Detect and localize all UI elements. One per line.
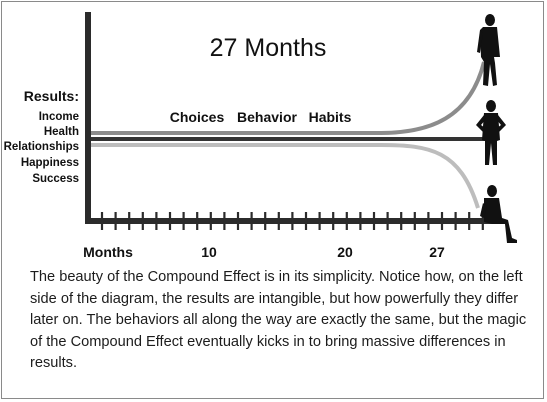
axis-label-27: 27 (429, 244, 445, 260)
axis-label-10: 10 (201, 244, 217, 260)
results-item-happiness: Happiness (21, 157, 79, 169)
caption-text: The beauty of the Compound Effect is in … (30, 269, 527, 371)
results-item-income: Income (39, 111, 79, 123)
axis-label-months: Months (83, 244, 133, 260)
line-label-habits: Habits (309, 109, 352, 125)
x-axis-ticks (100, 212, 484, 230)
compound-effect-diagram: 27 Months Results: Income Health Relatio… (4, 12, 517, 260)
results-item-relationships: Relationships (4, 141, 79, 153)
standing-man-icon (476, 100, 506, 165)
line-label-behavior: Behavior (237, 109, 297, 125)
results-item-health: Health (44, 126, 79, 138)
line-label-choices: Choices (170, 109, 225, 125)
diagram-title: 27 Months (210, 34, 327, 62)
walking-man-icon (477, 14, 500, 86)
sitting-man-icon (480, 185, 517, 243)
axis-label-20: 20 (337, 244, 353, 260)
lower-curve (90, 143, 480, 209)
upper-curve (90, 61, 486, 135)
results-item-success: Success (32, 173, 79, 185)
results-label: Results: (24, 88, 79, 104)
